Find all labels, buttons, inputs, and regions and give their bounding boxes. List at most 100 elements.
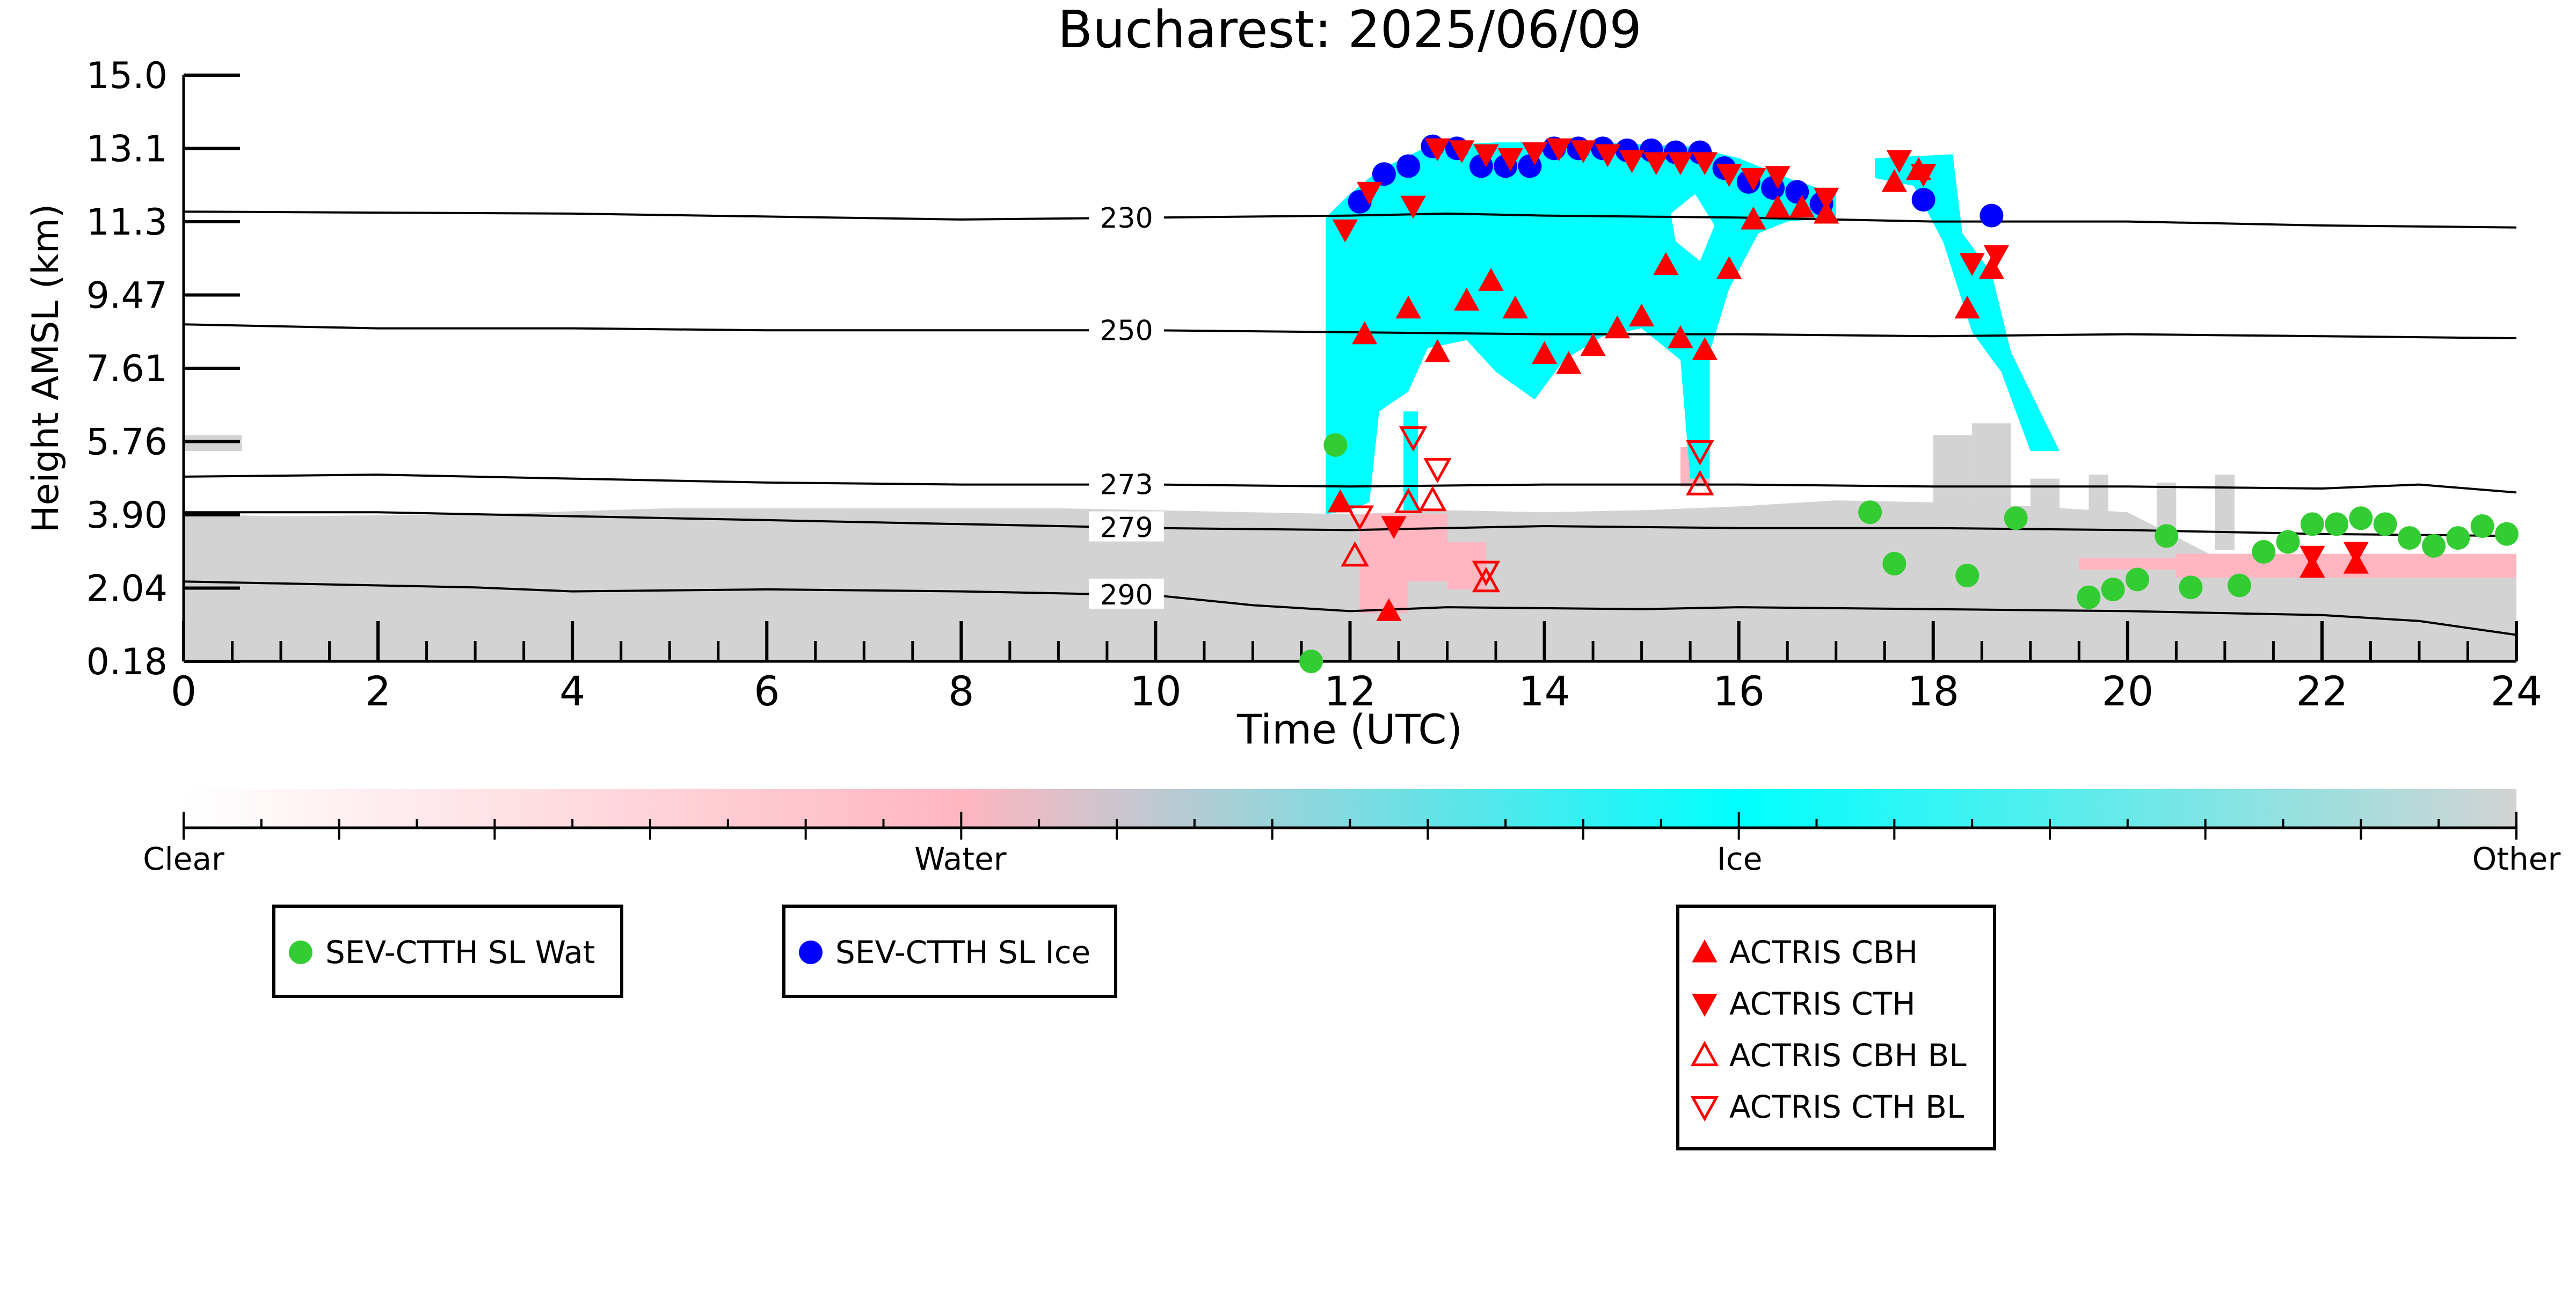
data-point: [1478, 268, 1504, 291]
other-class-region: [2089, 475, 2108, 550]
x-tick-label: 4: [559, 667, 585, 715]
data-point: [1352, 321, 1378, 345]
data-point: [1619, 150, 1645, 173]
x-tick-label: 18: [1907, 667, 1959, 715]
data-point: [1980, 203, 2004, 228]
data-point: [2276, 530, 2300, 554]
data-point: [1423, 458, 1452, 484]
legend-marker: [1692, 994, 1718, 1017]
data-point: [2300, 512, 2324, 536]
temperature-contour-line: [183, 210, 2517, 229]
data-point: [1381, 516, 1407, 540]
data-point: [1357, 181, 1382, 205]
temperature-contour-line: [183, 580, 2517, 636]
temperature-contour-line: [184, 511, 2517, 537]
other-class-region: [1972, 423, 2011, 511]
y-tick-label: 2.04: [86, 568, 168, 610]
legend-label: ACTRIS CTH: [1729, 986, 1916, 1022]
contour-label: 290: [1100, 579, 1153, 611]
data-point: [1454, 287, 1480, 311]
data-point: [1886, 150, 1912, 173]
data-point: [1668, 325, 1693, 348]
contour-label-bg: [1089, 314, 1165, 345]
data-point: [1910, 164, 1937, 187]
data-point: [1858, 500, 1882, 524]
data-point: [1954, 295, 1980, 319]
clear-class-region: [1670, 194, 1715, 261]
legend: SEV-CTTH SL Wat: [272, 905, 623, 998]
legend: ACTRIS CBH ACTRIS CTH ACTRIS CBH BL ACTRIS …: [1676, 905, 1996, 1150]
data-point: [1341, 541, 1369, 567]
data-point: [1472, 560, 1501, 586]
legend-marker: [289, 941, 312, 964]
data-point: [1473, 144, 1499, 167]
data-point: [2252, 540, 2276, 564]
data-point: [2125, 567, 2149, 592]
x-tick-label: 20: [2101, 667, 2153, 715]
data-point: [1882, 552, 1906, 575]
series-actris-cbh-bl: [1341, 470, 1714, 593]
legend-label: ACTRIS CTH BL: [1729, 1089, 1964, 1125]
data-point: [1716, 164, 1742, 187]
colorbar-label: Clear: [143, 841, 224, 877]
x-tick-label: 8: [948, 667, 974, 715]
data-point: [1522, 142, 1548, 165]
data-point: [1418, 485, 1447, 512]
data-point: [2325, 512, 2349, 536]
data-point: [2422, 534, 2446, 558]
data-point: [1497, 148, 1523, 171]
water-class-region: [1359, 514, 1409, 614]
y-tick-label: 7.61: [86, 348, 168, 390]
data-point: [1424, 138, 1451, 162]
data-point: [1570, 140, 1596, 164]
water-class-region: [2176, 553, 2516, 578]
data-point: [1741, 168, 1766, 191]
data-point: [1686, 440, 1714, 466]
legend-label: SEV-CTTH SL Ice: [835, 934, 1090, 971]
water-class-region: [1447, 542, 1486, 589]
data-point: [1449, 140, 1475, 164]
data-point: [2494, 522, 2519, 546]
x-axis-label: Time (UTC): [1236, 705, 1462, 753]
data-point: [1643, 152, 1669, 176]
x-tick-label: 10: [1130, 667, 1182, 715]
x-tick-label: 16: [1713, 667, 1765, 715]
data-point: [2101, 577, 2125, 601]
data-point: [1789, 194, 1815, 218]
data-point: [1472, 567, 1501, 593]
other-class-region: [2030, 478, 2060, 511]
contour-label-bg: [1089, 578, 1165, 609]
series-actris-cbh: [1327, 157, 2369, 621]
data-point: [1959, 253, 1985, 276]
data-point: [1881, 169, 1907, 192]
data-point: [2179, 575, 2203, 600]
data-point: [1502, 295, 1528, 319]
legend-marker: [1692, 939, 1718, 963]
data-point: [2373, 512, 2397, 536]
data-point: [1785, 180, 1809, 204]
y-axis-label: Height AMSL (km): [25, 204, 67, 533]
data-point: [1653, 252, 1679, 275]
contour-label: 279: [1100, 512, 1153, 544]
data-point: [2004, 506, 2028, 530]
y-tick-label: 15.0: [86, 55, 168, 97]
legend-box: [272, 905, 623, 998]
x-tick-label: 0: [171, 667, 197, 715]
data-point: [1595, 144, 1620, 167]
data-point: [1395, 295, 1421, 319]
x-tick-label: 2: [365, 667, 391, 715]
data-point: [2155, 524, 2179, 548]
data-point: [2397, 526, 2421, 550]
data-point: [1765, 166, 1791, 189]
legend-label: ACTRIS CBH: [1729, 934, 1918, 971]
data-point: [1983, 245, 2010, 268]
other-class-region: [2215, 475, 2235, 550]
temperature-contour-line: [183, 473, 2517, 494]
contour-label: 250: [1100, 315, 1153, 347]
data-point: [2446, 526, 2470, 550]
y-tick-label: 3.90: [86, 494, 168, 537]
data-point: [1323, 433, 1348, 457]
data-point: [1668, 152, 1693, 176]
